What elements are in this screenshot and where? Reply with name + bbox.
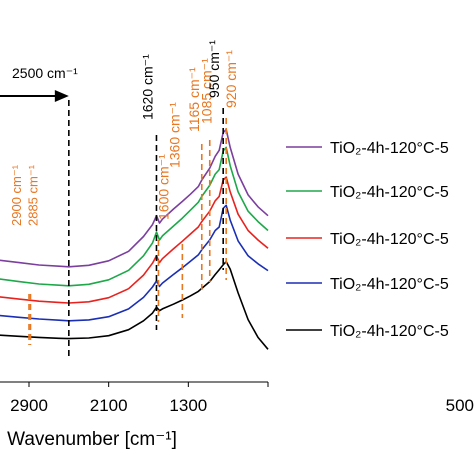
annotation-label-7: 920 cm⁻¹: [223, 50, 239, 108]
legend-label-3: TiO₂-4h-120°C-5: [330, 231, 449, 248]
annotation-label-5: 1085 cm⁻¹: [199, 58, 215, 124]
legend-label-5: TiO₂-4h-120°C-5: [330, 323, 449, 340]
x-tick-label-0: 2900: [10, 396, 48, 415]
annotation-label-3: 1360 cm⁻¹: [166, 102, 182, 168]
legend-label-2: TiO₂-4h-120°C-5: [330, 184, 449, 201]
x-tick-label-1: 2100: [90, 396, 128, 415]
legend: TiO₂-4h-120°C-5 TiO₂-4h-120°C-5 TiO₂-4h-12…: [286, 140, 449, 340]
series-line-4: [0, 204, 269, 322]
legend-label-4: TiO₂-4h-120°C-5: [330, 276, 449, 293]
x-tick-label-2: 1300: [169, 396, 207, 415]
series-line-2: [0, 146, 269, 287]
annotation-label-1: 1620 cm⁻¹: [139, 54, 155, 120]
annotation-label-0: 2500 cm⁻¹: [12, 65, 78, 81]
annotation-label-2: 1600 cm⁻¹: [155, 154, 171, 220]
series-line-3: [0, 176, 269, 304]
annotation-label-4: 1165 cm⁻¹: [186, 67, 202, 132]
x-axis-label: Wavenumber [cm⁻¹]: [7, 429, 177, 450]
annotation-label-6: 950 cm⁻¹: [206, 40, 222, 98]
annotation-label-8: 2900 cm⁻¹: [9, 164, 24, 226]
annotation-label-9: 2885 cm⁻¹: [25, 164, 40, 226]
legend-label-1: TiO₂-4h-120°C-5: [330, 140, 449, 157]
x-tick-label-3: 500: [446, 396, 474, 415]
x-axis-ticks: 2900 2100 1300 500: [10, 382, 474, 415]
annotation-arrow-head: [54, 90, 69, 102]
